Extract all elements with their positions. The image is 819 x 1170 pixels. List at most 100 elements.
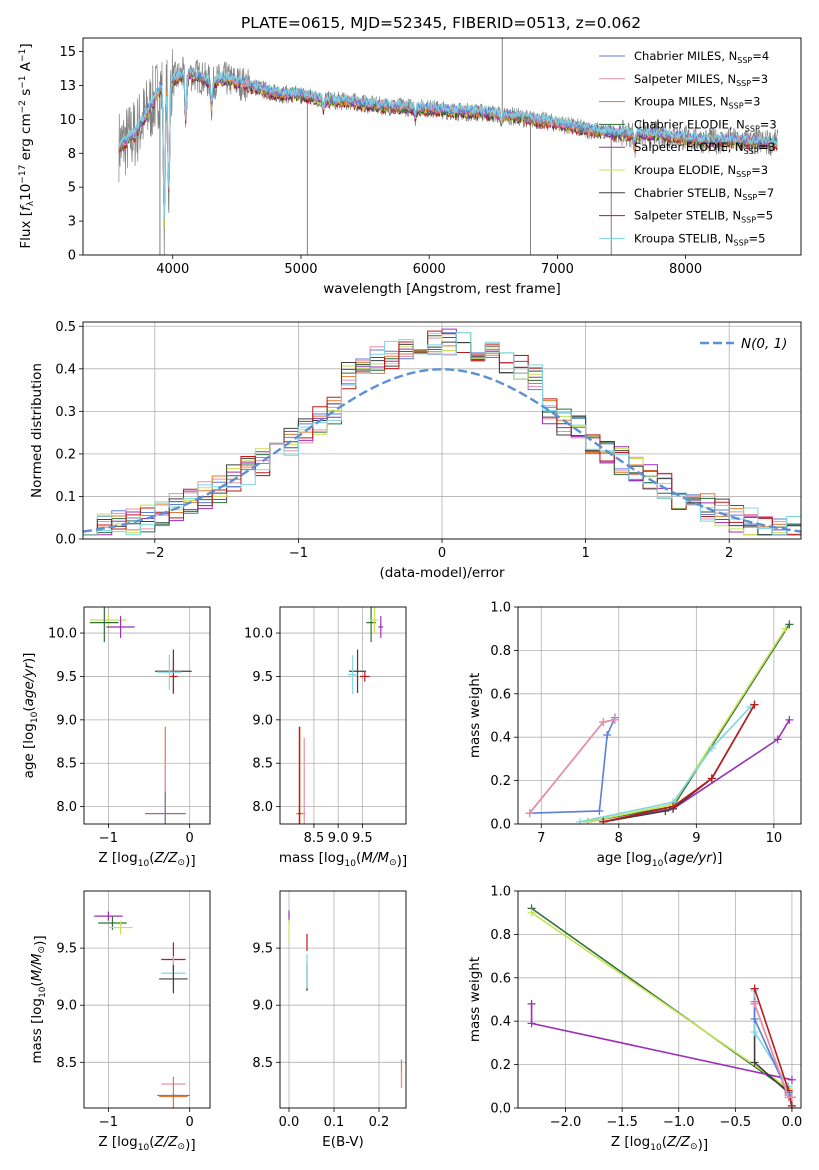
y-tick-label: 0.2 <box>490 774 511 789</box>
age-vs-metallicity-panel: −1 0 8.0 8.5 9.0 9.5 10.0 Z [log10(Z/Z⊙)] age [l… <box>21 606 211 869</box>
legend-label: Chabrier MILES, NSSP=4 <box>634 49 769 65</box>
y-axis-label: Normed distribution <box>29 363 45 498</box>
residuals-panel: −2 −1 0 1 2 0.0 0.1 0.2 0.3 0.4 0.5 (data-model)/er… <box>29 320 802 581</box>
series-line-chabrier_miles <box>753 1001 793 1098</box>
series-marker-salpeter_elodie <box>785 715 794 724</box>
legend-label: Salpeter ELODIE, NSSP=3 <box>634 140 776 156</box>
x-tick-label: 0 <box>186 1115 194 1130</box>
y-tick-label: 0.4 <box>490 1015 511 1030</box>
x-tick-label: 0.1 <box>324 1115 345 1130</box>
plot-area <box>118 38 779 255</box>
y-tick-label: 0.3 <box>55 405 76 420</box>
y-tick-label: 9.0 <box>56 713 77 728</box>
spectrum-legend: Chabrier MILES, NSSP=4 Salpeter MILES, NS… <box>599 49 777 247</box>
series-line-kroupa_miles <box>529 719 616 814</box>
y-tick-label: 0.1 <box>55 490 76 505</box>
y-tick-label: 0.0 <box>55 533 76 548</box>
axes-frame <box>517 890 802 1109</box>
y-tick-label: 1.0 <box>490 885 511 900</box>
y-tick-label: 5 <box>68 181 76 196</box>
y-tick-label: 0.6 <box>490 971 511 986</box>
mass-vs-extinction-panel: 0.0 0.1 0.2 8.5 9.0 9.5 E(B-V) <box>252 890 407 1150</box>
x-tick-label: 1 <box>581 546 589 561</box>
y-axis-label: Flux [fλ10−17 erg cm−2 s−1 A−1] <box>18 43 36 248</box>
y-tick-label: 9.5 <box>252 942 273 957</box>
plot-area <box>527 904 796 1108</box>
x-tick-label: −2.0 <box>550 1115 582 1130</box>
y-tick-label: 10 <box>59 113 76 128</box>
series-marker-salpeter_miles <box>599 718 608 727</box>
series-marker-kroupa_stelib <box>707 744 716 753</box>
series-marker-chabrier_miles <box>603 731 612 740</box>
axes-frame <box>517 606 802 825</box>
axes-frame <box>83 890 211 1109</box>
x-tick-label: 9 <box>692 831 700 846</box>
y-tick-label: 3 <box>68 215 76 230</box>
series-marker-salpeter_elodie <box>527 999 536 1008</box>
figure-title: PLATE=0615, MJD=52345, FIBERID=0513, z=0… <box>241 14 641 32</box>
x-tick-label: 9.5 <box>352 831 373 846</box>
series-marker-chabrier_miles <box>750 1015 759 1024</box>
y-tick-label: 1.0 <box>490 601 511 616</box>
series-marker-salpeter_elodie <box>527 1019 536 1028</box>
y-tick-label: 0.0 <box>490 1102 511 1117</box>
legend-label: Chabrier STELIB, NSSP=7 <box>634 186 774 202</box>
y-tick-label: 8.5 <box>56 757 77 772</box>
series-marker-salpeter_stelib <box>750 984 759 993</box>
legend-label: Kroupa ELODIE, NSSP=3 <box>634 163 768 179</box>
series-marker-chabrier_stelib <box>750 1058 759 1067</box>
plot-area <box>83 328 801 536</box>
mass-weight-vs-metallicity-panel: −2.0 −1.5 −1.0 −0.5 0.0 0.0 0.2 0.4 0.6 0.8 1.0 Z [… <box>467 885 802 1154</box>
y-tick-label: 0.4 <box>55 362 76 377</box>
gaussian-curve <box>83 368 801 533</box>
x-tick-label: 8000 <box>669 262 702 277</box>
legend-label: Kroupa MILES, NSSP=3 <box>634 95 760 111</box>
series-marker-kroupa_elodie <box>781 624 790 633</box>
series-marker-salpeter_stelib <box>787 1101 796 1108</box>
legend-label: Chabrier ELODIE, NSSP=3 <box>634 117 777 133</box>
x-axis-label: Z [log10(Z/Z⊙)] <box>611 1134 708 1153</box>
series-marker-salpeter_elodie <box>773 735 782 744</box>
series-line-salpeter_miles <box>529 719 616 814</box>
x-tick-label: −1 <box>289 546 308 561</box>
y-tick-label: 9.0 <box>252 999 273 1014</box>
y-tick-label: 9.5 <box>252 670 273 685</box>
spectrum-panel: 4000 5000 6000 7000 8000 0 3 5 8 10 13 15 wavelength… <box>18 37 802 297</box>
x-axis-label: (data-model)/error <box>379 565 505 581</box>
y-tick-label: 13 <box>59 79 76 94</box>
y-tick-label: 10.0 <box>48 627 77 642</box>
plot-area <box>94 911 190 1108</box>
y-axis-label: mass weight <box>467 673 483 758</box>
x-tick-label: 7 <box>537 831 545 846</box>
y-tick-label: 0.2 <box>55 447 76 462</box>
x-tick-label: −1.5 <box>606 1115 638 1130</box>
plot-area <box>90 607 192 824</box>
axes-frame <box>83 606 211 825</box>
axes-frame <box>82 37 802 256</box>
y-tick-label: 8.0 <box>56 800 77 815</box>
legend-label: Salpeter STELIB, NSSP=5 <box>634 209 773 225</box>
series-line-chabrier_elodie <box>531 907 793 1108</box>
y-tick-label: 8 <box>68 147 76 162</box>
mass-vs-metallicity-panel: −1 0 8.5 9.0 9.5 Z [log10(Z/Z⊙)] mass [log10(M… <box>29 890 211 1153</box>
x-axis-label: E(B-V) <box>322 1134 364 1150</box>
series-line-chabrier_stelib <box>603 704 756 823</box>
series-marker-salpeter_stelib <box>750 700 759 709</box>
x-tick-label: −0.5 <box>720 1115 752 1130</box>
y-tick-label: 15 <box>59 45 76 60</box>
axes-frame <box>279 606 407 825</box>
y-tick-label: 10.0 <box>244 627 273 642</box>
y-axis-label: age [log10(age/yr)] <box>21 653 40 779</box>
x-axis-label: age [log10(age/yr)] <box>597 850 723 869</box>
y-tick-label: 9.0 <box>252 713 273 728</box>
y-tick-label: 0.0 <box>490 818 511 833</box>
y-tick-label: 8.5 <box>56 1056 77 1071</box>
x-tick-label: 0 <box>438 546 446 561</box>
x-tick-label: −1 <box>99 831 118 846</box>
x-tick-label: 6000 <box>413 262 446 277</box>
x-tick-label: 0.0 <box>279 1115 300 1130</box>
gaussian-legend-label: N(0, 1) <box>741 336 787 352</box>
x-axis-label: Z [log10(Z/Z⊙)] <box>98 850 195 869</box>
y-tick-label: 8.5 <box>252 1056 273 1071</box>
